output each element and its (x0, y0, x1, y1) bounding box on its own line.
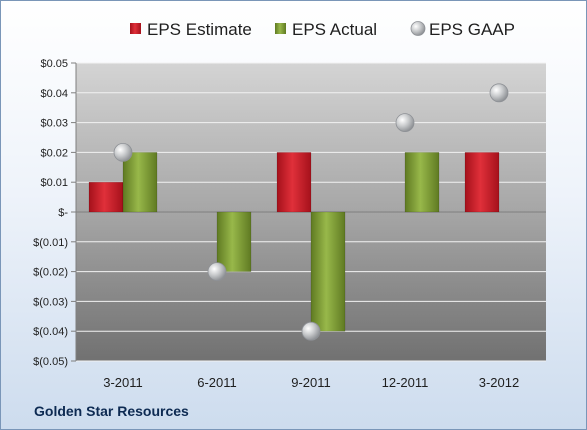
eps-gaap-point (301, 321, 321, 341)
legend-swatch (130, 23, 141, 34)
eps-estimate-bar (276, 152, 312, 213)
eps-estimate-bar (88, 181, 124, 213)
x-tick-label: 12-2011 (382, 375, 429, 390)
eps-gaap-point (489, 83, 509, 103)
eps-actual-bar (122, 152, 158, 213)
eps-actual-bar (216, 211, 252, 272)
eps-gaap-point (207, 262, 227, 282)
x-tick-label: 3-2011 (103, 375, 143, 390)
company-name: Golden Star Resources (34, 403, 189, 419)
y-tick-label: $- (58, 207, 68, 219)
y-axis-ticks: $0.05 $0.04 $0.03 $0.02 $0.01 $- $(0.01) $(0.02… (33, 58, 68, 368)
bars (88, 152, 500, 332)
legend-label: EPS Estimate (147, 20, 252, 39)
gaap-points (113, 83, 509, 341)
x-tick-label: 6-2011 (197, 375, 237, 390)
y-tick-label: $0.04 (40, 88, 68, 100)
eps-actual-bar (310, 211, 346, 332)
y-tick-label: $0.02 (40, 147, 68, 159)
legend-label: EPS GAAP (429, 20, 515, 39)
y-tick-label: $(0.03) (33, 296, 68, 308)
chart-legend: EPS Estimate EPS Actual EPS GAAP (130, 20, 515, 39)
eps-actual-bar (404, 152, 440, 213)
legend-swatch (410, 21, 426, 36)
legend-swatch (275, 23, 286, 34)
y-tick-label: $0.03 (40, 118, 68, 130)
x-axis-ticks: 3-2011 6-2011 9-2011 12-2011 3-2012 (103, 375, 519, 390)
x-tick-label: 3-2012 (479, 375, 519, 390)
eps-estimate-bar (464, 152, 500, 213)
legend-label: EPS Actual (292, 20, 377, 39)
y-tick-label: $0.05 (40, 58, 68, 70)
y-tick-label: $(0.01) (33, 237, 68, 249)
eps-gaap-point (113, 142, 133, 162)
y-tick-label: $(0.02) (33, 267, 68, 279)
eps-gaap-point (395, 113, 415, 132)
x-tick-label: 9-2011 (291, 375, 331, 390)
y-tick-label: $(0.05) (33, 356, 68, 368)
y-tick-label: $(0.04) (33, 326, 68, 338)
y-tick-label: $0.01 (40, 177, 68, 189)
